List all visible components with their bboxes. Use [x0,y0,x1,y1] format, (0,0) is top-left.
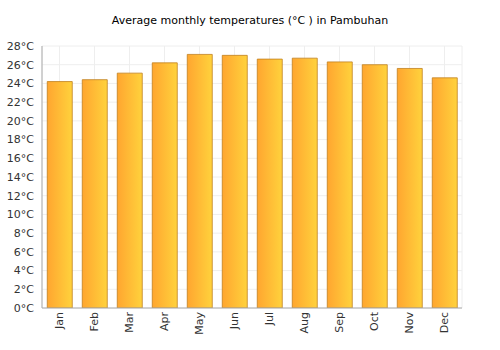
svg-text:28°C: 28°C [8,40,34,53]
svg-text:Nov: Nov [403,312,416,334]
svg-text:Aug: Aug [298,312,311,333]
svg-text:20°C: 20°C [8,115,34,128]
svg-text:Sep: Sep [333,312,346,333]
svg-text:0°C: 0°C [14,302,34,315]
svg-text:12°C: 12°C [8,190,34,203]
svg-text:May: May [193,312,206,335]
svg-text:6°C: 6°C [14,246,34,259]
svg-text:10°C: 10°C [8,208,34,221]
svg-text:4°C: 4°C [14,264,34,277]
svg-text:Mar: Mar [123,312,136,333]
svg-text:16°C: 16°C [8,152,34,165]
svg-text:26°C: 26°C [8,59,34,72]
svg-text:24°C: 24°C [8,77,34,90]
html-text:Average monthly temperatures (: Average monthly temperatures (°C ) in Pa… [111,14,389,27]
svg-text:Dec: Dec [438,312,451,333]
svg-text:Jul: Jul [263,312,276,326]
svg-text:8°C: 8°C [14,227,34,240]
svg-text:Jan: Jan [53,312,66,330]
svg-text:Oct: Oct [368,311,381,331]
svg-text:Apr: Apr [158,312,171,332]
svg-text:Jun: Jun [228,312,241,330]
svg-text:2°C: 2°C [14,283,34,296]
svg-text:Feb: Feb [88,312,101,331]
svg-text:14°C: 14°C [8,171,34,184]
svg-text:18°C: 18°C [8,133,34,146]
svg-text:22°C: 22°C [8,96,34,109]
